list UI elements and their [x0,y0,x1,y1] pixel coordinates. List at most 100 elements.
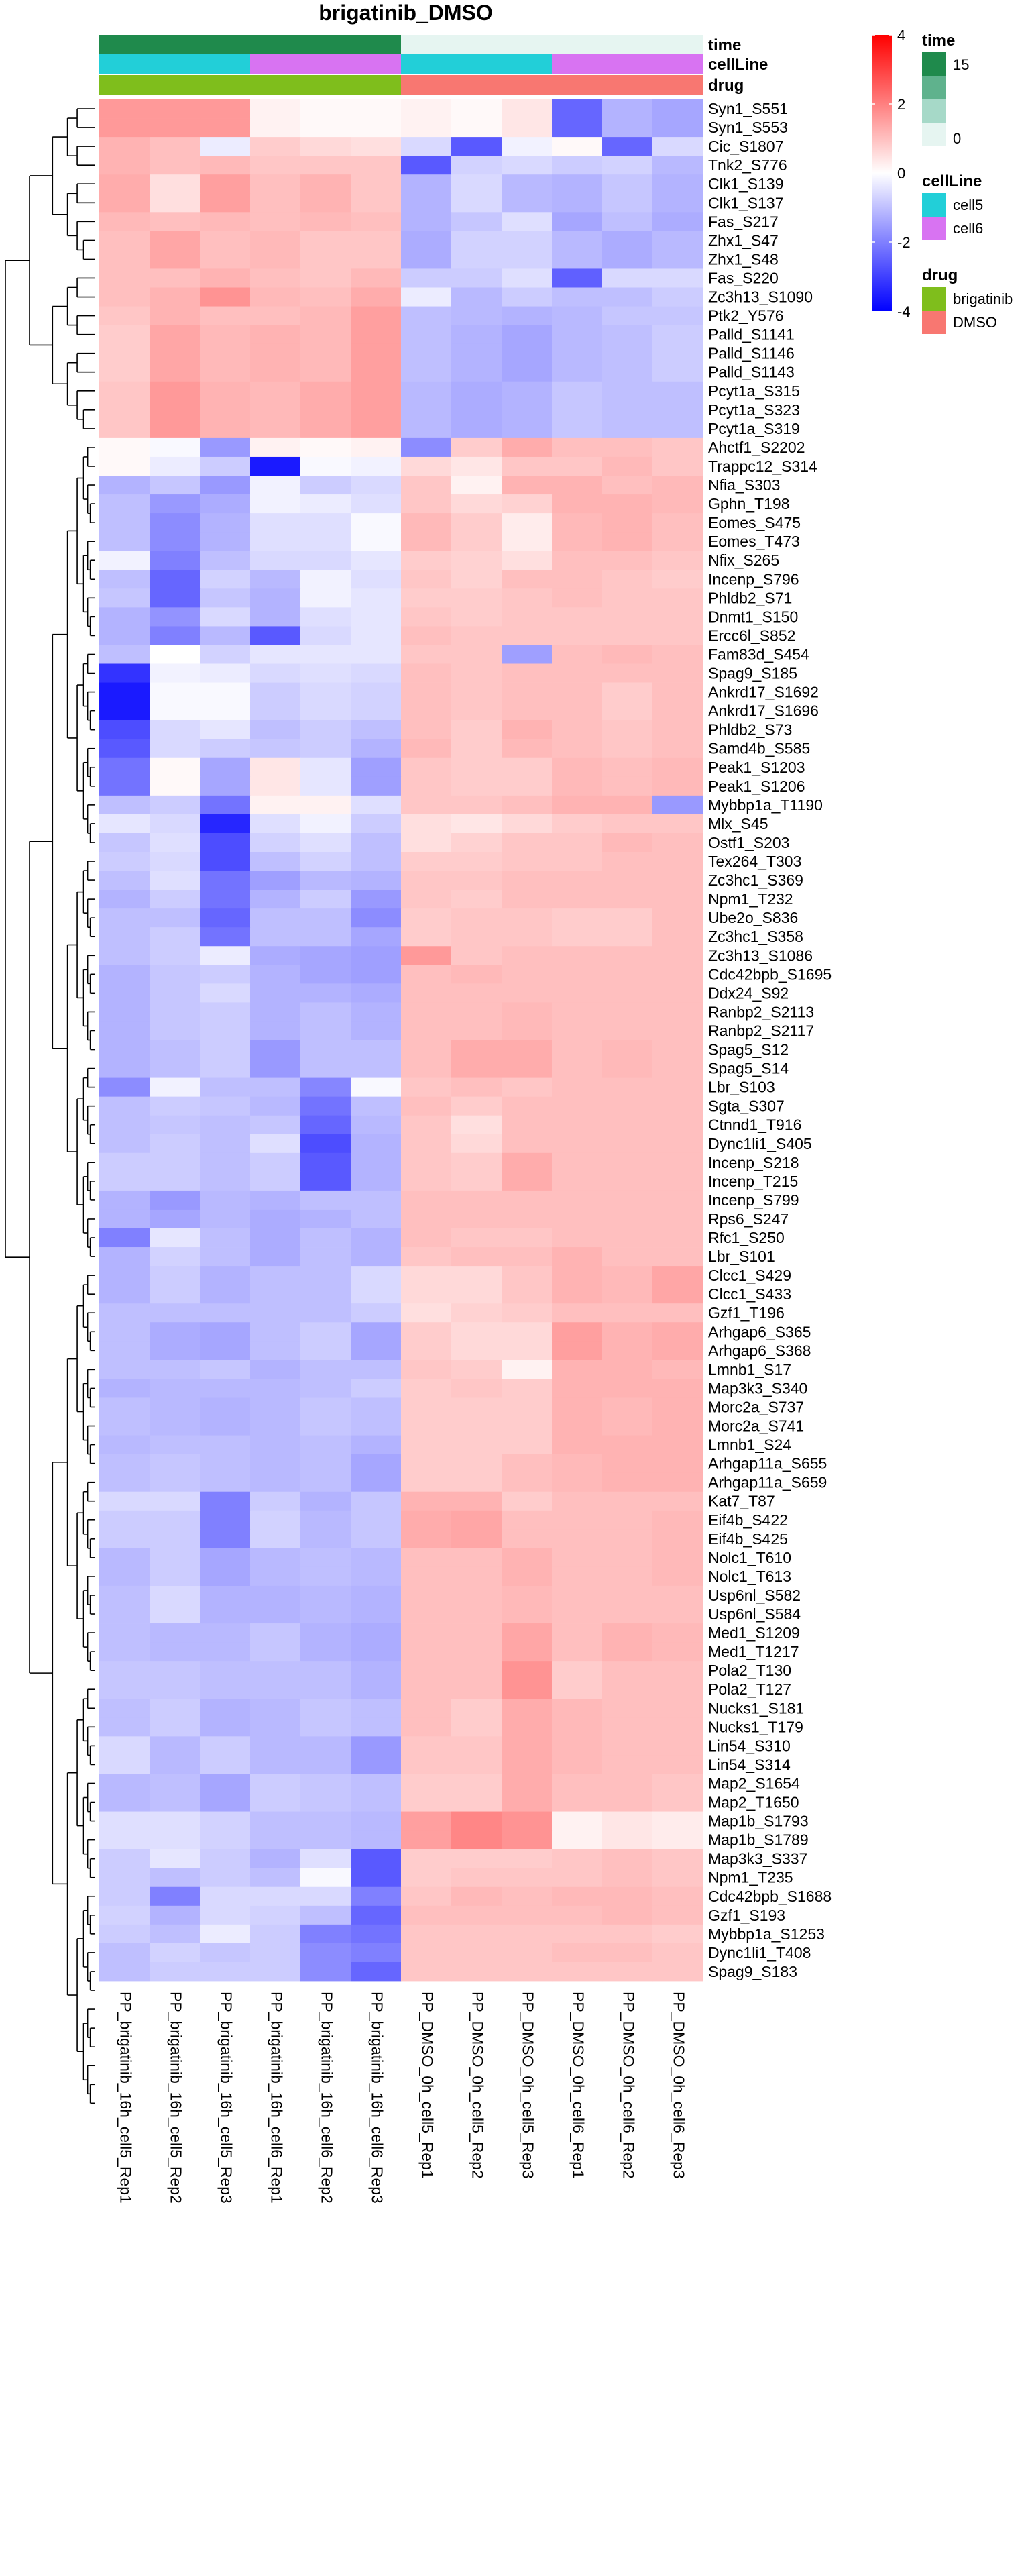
row-label: Mybbp1a_S1253 [708,1925,825,1943]
annotation-cell [451,75,502,95]
annotation-cell [200,75,251,95]
heatmap-cell [250,1717,301,1737]
heatmap-cell [401,362,452,382]
heatmap-cell [250,1134,301,1154]
heatmap-cell [351,1623,402,1643]
heatmap-cell [652,343,703,364]
heatmap-cell [602,1454,653,1474]
heatmap-cell [99,268,150,288]
heatmap-cell [502,1905,553,1925]
heatmap-cell [451,701,502,721]
heatmap-cell [602,1623,653,1643]
heatmap-cell [300,325,351,345]
heatmap-cell [200,362,251,382]
heatmap-cell [351,1096,402,1116]
row-label: Palld_S1146 [708,345,795,362]
heatmap-cell [200,1736,251,1756]
column-label: PP_brigatinib_16h_cell5_Rep2 [167,1992,184,2204]
heatmap-cell [652,268,703,288]
heatmap-cell [300,419,351,439]
heatmap-cell [150,1962,201,1982]
row-label: Nfix_S265 [708,551,779,569]
heatmap-cell [401,456,452,476]
row-label: Dync1li1_T408 [708,1944,811,1962]
heatmap-cell [451,1605,502,1624]
heatmap-cell [150,1529,201,1549]
heatmap-cell [401,174,452,194]
heatmap-cell [99,513,150,533]
heatmap-cell [401,1605,452,1624]
heatmap-cell [652,1774,703,1793]
heatmap-cell [351,1285,402,1304]
heatmap-cell [300,137,351,156]
heatmap-cell [652,1868,703,1888]
heatmap-cell [652,1341,703,1360]
heatmap-cell [99,551,150,570]
heatmap-cell [99,965,150,984]
heatmap-cell [200,1849,251,1869]
heatmap-cell [150,645,201,664]
heatmap-cell [200,1285,251,1304]
row-label: Gphn_T198 [708,495,789,513]
heatmap-cell [502,1379,553,1398]
heatmap-cell [99,99,150,119]
heatmap-cell [602,1209,653,1229]
heatmap-cell [602,381,653,401]
heatmap-cell [99,1322,150,1342]
heatmap-cell [99,1303,150,1323]
legend-swatch-time [922,52,946,76]
heatmap-cell [150,1134,201,1154]
heatmap-cell [300,701,351,721]
heatmap-cell [652,1379,703,1398]
heatmap-cell [99,1134,150,1154]
row-label: Spag5_S14 [708,1060,789,1077]
annotation-cell [451,35,502,54]
heatmap-cell [502,1454,553,1474]
heatmap-cell [150,1096,201,1116]
column-label: PP_DMSO_0h_cell6_Rep2 [620,1992,637,2179]
heatmap-cell [602,1548,653,1568]
heatmap-cell [150,1303,201,1323]
legend-swatch-cellline [922,217,946,240]
heatmap-cell [552,814,603,834]
annotation-cell [602,35,653,54]
heatmap-cell [602,1322,653,1342]
heatmap-cell [451,1002,502,1022]
heatmap-cell [99,739,150,759]
heatmap-cell [602,476,653,495]
heatmap-cell [602,607,653,627]
heatmap-cell [200,174,251,194]
heatmap-cell [250,1943,301,1963]
heatmap-cell [552,965,603,984]
heatmap-cell [300,494,351,514]
heatmap-cell [99,231,150,250]
heatmap-cell [99,1115,150,1135]
heatmap-cell [451,852,502,871]
heatmap-cell [250,1491,301,1511]
heatmap-cell [351,701,402,721]
heatmap-cell [652,1623,703,1643]
heatmap-cell [99,343,150,364]
row-label: Ube2o_S836 [708,909,798,926]
heatmap-cell [351,1491,402,1511]
heatmap-cell [652,156,703,175]
heatmap-cell [200,946,251,965]
legend-label-drug: DMSO [953,314,997,331]
heatmap-cell [250,720,301,740]
heatmap-cell [652,852,703,871]
heatmap-cell [401,1529,452,1549]
heatmap-cell [652,1096,703,1116]
heatmap-cell [451,720,502,740]
heatmap-cell [502,1435,553,1454]
heatmap-cell [99,1755,150,1774]
heatmap-cell [300,1285,351,1304]
heatmap-cell [552,1435,603,1454]
heatmap-cell [250,1435,301,1454]
heatmap-cell [451,250,502,269]
heatmap-cell [200,268,251,288]
annotation-label: time [708,36,741,54]
annotation-cell [300,35,351,54]
heatmap-cell [401,325,452,345]
row-label: Syn1_S553 [708,119,788,136]
